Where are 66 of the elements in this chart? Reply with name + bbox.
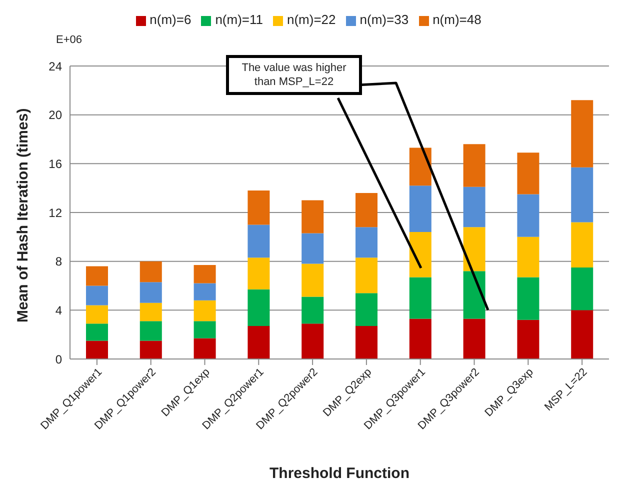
y-tick-label: 16 bbox=[48, 156, 62, 171]
bar bbox=[409, 232, 432, 278]
y-tick-label: 4 bbox=[55, 303, 62, 318]
bar bbox=[302, 296, 324, 324]
bar bbox=[140, 261, 162, 282]
legend-label: n(m)=33 bbox=[360, 12, 409, 27]
bar bbox=[86, 340, 108, 359]
bar bbox=[463, 227, 486, 272]
bar bbox=[409, 186, 432, 232]
bar bbox=[248, 289, 270, 326]
bar bbox=[140, 302, 162, 322]
bar bbox=[248, 224, 270, 258]
bar bbox=[517, 152, 540, 194]
callout-box: The value was higher than MSP_L=22 bbox=[226, 55, 362, 95]
bar bbox=[86, 266, 108, 286]
bar bbox=[302, 200, 324, 234]
bar bbox=[463, 271, 486, 319]
bar bbox=[409, 318, 432, 359]
bar bbox=[356, 293, 378, 326]
legend-label: n(m)=48 bbox=[432, 12, 482, 27]
bar bbox=[517, 194, 540, 237]
y-tick-label: 20 bbox=[48, 108, 62, 122]
bar bbox=[86, 305, 108, 324]
y-tick-label: 8 bbox=[55, 254, 62, 269]
bar bbox=[409, 277, 432, 319]
bar bbox=[194, 300, 216, 322]
bar bbox=[86, 324, 108, 341]
bar bbox=[248, 326, 270, 359]
y-tick-label: 24 bbox=[48, 59, 62, 74]
legend-label: n(m)=11 bbox=[215, 12, 263, 27]
bar bbox=[194, 338, 216, 359]
legend-label: n(m)=22 bbox=[287, 12, 336, 27]
bar bbox=[571, 100, 594, 168]
bar bbox=[302, 233, 324, 264]
y-axis-title: Mean of Hash Iteration (times) bbox=[14, 108, 32, 322]
bar bbox=[248, 258, 270, 290]
bar bbox=[463, 144, 486, 187]
bar bbox=[517, 277, 540, 320]
x-axis-title: Threshold Function bbox=[270, 465, 410, 482]
bar bbox=[194, 264, 216, 284]
bar bbox=[302, 324, 324, 359]
y-tick-label: 0 bbox=[55, 352, 62, 366]
bar bbox=[517, 320, 540, 359]
bar bbox=[409, 148, 432, 186]
bar bbox=[463, 186, 486, 228]
legend-label: n(m)=6 bbox=[150, 12, 192, 27]
bar bbox=[140, 321, 162, 341]
bar bbox=[356, 326, 378, 359]
bar bbox=[248, 190, 270, 225]
bar bbox=[302, 264, 324, 297]
bar bbox=[571, 267, 594, 310]
y-tick-label: 12 bbox=[48, 206, 62, 220]
bar bbox=[140, 340, 162, 359]
bar bbox=[517, 236, 540, 278]
bar bbox=[356, 192, 378, 228]
bar bbox=[571, 310, 594, 359]
bar bbox=[140, 282, 162, 303]
bar bbox=[571, 222, 594, 268]
bar bbox=[463, 318, 486, 359]
bar bbox=[194, 283, 216, 300]
bar bbox=[356, 258, 378, 294]
bar bbox=[356, 227, 378, 258]
bar bbox=[571, 167, 594, 222]
bar bbox=[86, 286, 108, 306]
text: E+06 bbox=[56, 34, 82, 46]
bar bbox=[194, 321, 216, 338]
